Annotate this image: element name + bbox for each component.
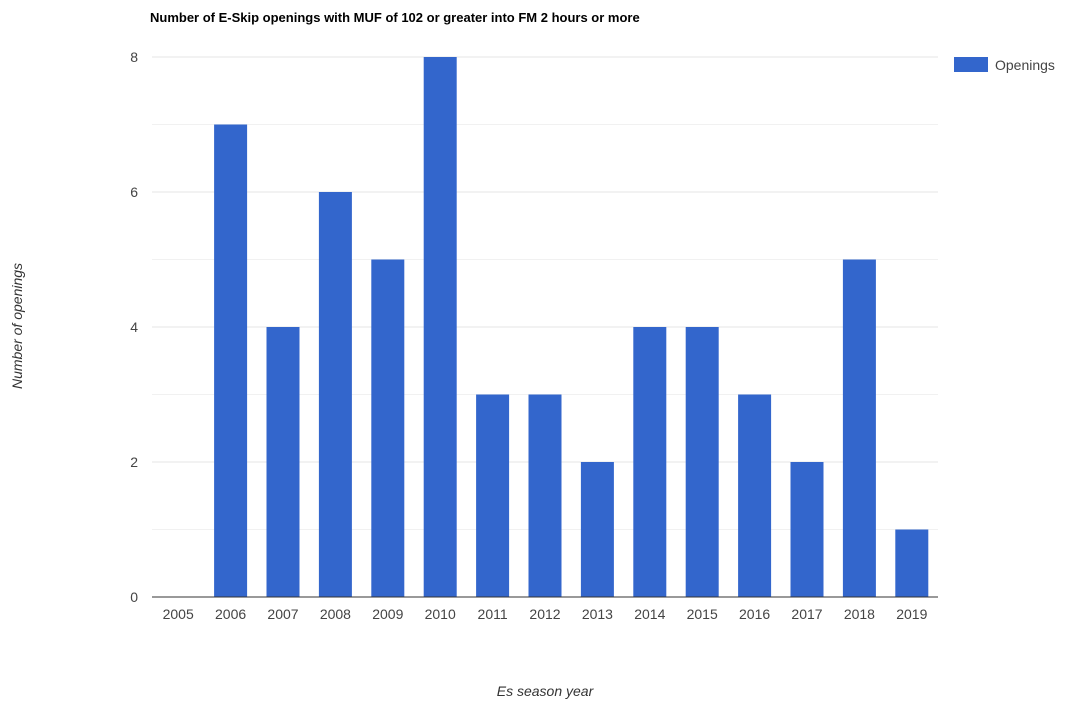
- x-tick-label: 2013: [582, 606, 613, 622]
- x-tick-label: 2018: [844, 606, 875, 622]
- bar-2018[interactable]: [842, 259, 876, 598]
- legend-swatch: [954, 57, 988, 72]
- x-tick-label: 2014: [634, 606, 665, 622]
- y-tick-label: 2: [130, 454, 138, 470]
- bar-2006[interactable]: [214, 124, 248, 598]
- bar-2014[interactable]: [633, 327, 667, 597]
- y-tick-label: 8: [130, 49, 138, 65]
- x-tick-label: 2009: [372, 606, 403, 622]
- y-tick-label: 6: [130, 184, 138, 200]
- y-tick-label: 4: [130, 319, 138, 335]
- x-tick-label: 2016: [739, 606, 770, 622]
- legend: Openings: [954, 57, 1055, 73]
- x-tick-label: 2006: [215, 606, 246, 622]
- y-axis-label: Number of openings: [9, 263, 25, 389]
- bar-2016[interactable]: [738, 394, 772, 598]
- x-tick-label: 2008: [320, 606, 351, 622]
- x-axis-label: Es season year: [497, 683, 595, 699]
- bar-2012[interactable]: [528, 394, 562, 598]
- bar-2015[interactable]: [685, 327, 719, 597]
- x-tick-label: 2017: [791, 606, 822, 622]
- bar-2008[interactable]: [318, 192, 352, 597]
- bar-2007[interactable]: [266, 327, 300, 597]
- x-tick-label: 2005: [163, 606, 194, 622]
- bar-2013[interactable]: [580, 462, 614, 597]
- bar-2009[interactable]: [371, 259, 405, 598]
- x-tick-label: 2012: [529, 606, 560, 622]
- x-tick-label: 2015: [687, 606, 718, 622]
- bar-2019[interactable]: [895, 529, 929, 598]
- axes: 0 2 4 6 8 2005 2006 2007 2008 2009 2010 2011 2012 201…: [130, 49, 938, 622]
- chart-title: Number of E-Skip openings with MUF of 10…: [150, 10, 640, 25]
- x-tick-label: 2011: [478, 606, 508, 622]
- bar-2011[interactable]: [476, 394, 510, 598]
- bar-2017[interactable]: [790, 462, 824, 597]
- y-tick-label: 0: [130, 589, 138, 605]
- x-tick-label: 2019: [896, 606, 927, 622]
- legend-label: Openings: [995, 57, 1055, 73]
- x-tick-label: 2007: [267, 606, 298, 622]
- bars: [214, 57, 929, 598]
- bar-2010[interactable]: [423, 57, 457, 597]
- x-tick-label: 2010: [425, 606, 456, 622]
